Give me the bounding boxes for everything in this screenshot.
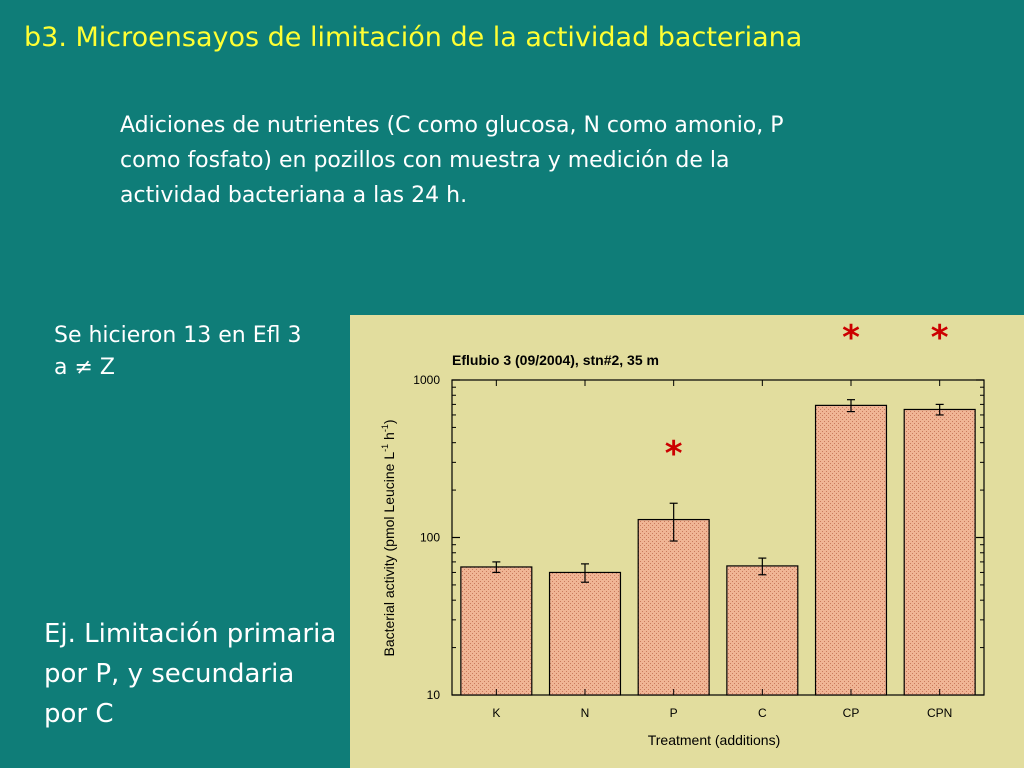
bar [726, 565, 799, 696]
x-tick-label: CPN [927, 706, 952, 720]
bar [548, 571, 622, 696]
bar [903, 408, 976, 696]
slide-title: b3. Microensayos de limitación de la act… [24, 22, 803, 53]
x-tick-label: CP [843, 706, 860, 720]
chart-panel: Eflubio 3 (09/2004), stn#2, 35 m Treatme… [350, 315, 1024, 768]
y-tick-label: 100 [420, 531, 440, 545]
y-tick-label: 1000 [413, 373, 440, 387]
x-tick-label: C [758, 706, 767, 720]
bar [460, 566, 533, 696]
significance-asterisk: * [842, 318, 860, 358]
bar [637, 518, 710, 696]
conclusion-text: Ej. Limitación primaria por P, y secunda… [44, 619, 337, 729]
chart-title: Eflubio 3 (09/2004), stn#2, 35 m [452, 352, 659, 368]
slide-description: Adiciones de nutrientes (C como glucosa,… [120, 113, 784, 208]
x-tick-label: K [492, 706, 500, 720]
significance-asterisk: * [931, 318, 949, 358]
bar-chart: Eflubio 3 (09/2004), stn#2, 35 m Treatme… [380, 318, 985, 748]
x-tick-label: P [670, 706, 678, 720]
sample-note: Se hicieron 13 en Efl 3 a ≠ Z [54, 323, 302, 380]
bar [814, 404, 888, 696]
x-tick-label: N [581, 706, 590, 720]
significance-asterisk: * [665, 434, 683, 474]
y-tick-label: 10 [427, 688, 441, 702]
y-axis-label: Bacterial activity (pmol Leucine L-1 h-1… [380, 419, 397, 656]
x-axis-label: Treatment (additions) [648, 732, 781, 748]
